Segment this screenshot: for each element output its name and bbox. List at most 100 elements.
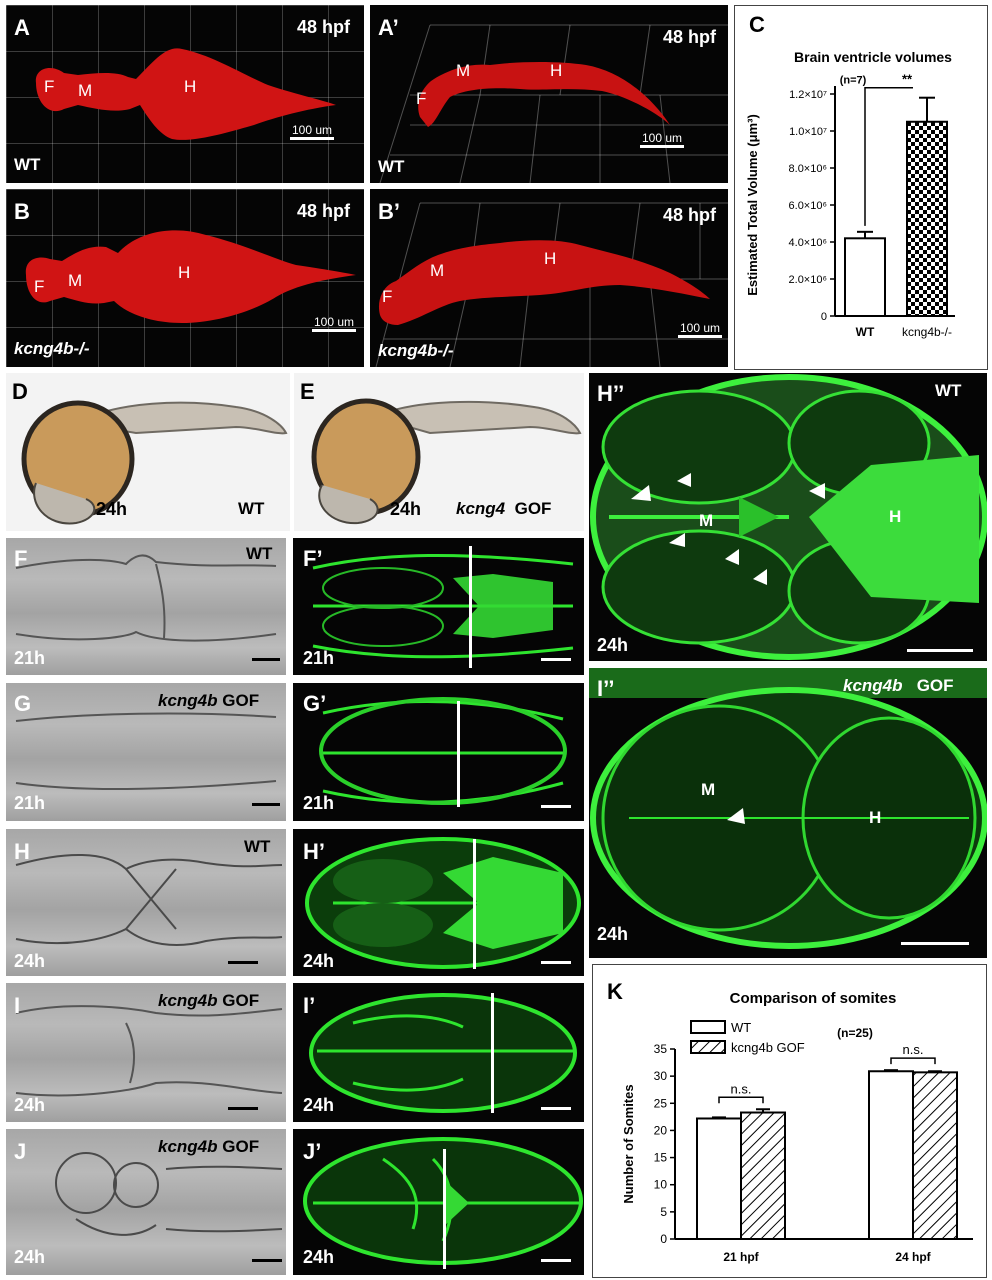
confocal-image [319,697,567,805]
time-label: 24h [597,924,629,944]
panel-g: G kcng4b GOF 21h [6,683,286,821]
condition-text: GOF [222,991,260,1010]
scale-bar [640,145,684,148]
bar-WT [844,237,886,317]
region-f: F [44,77,55,96]
region-h: H [869,808,882,827]
genotype-label: kcng4b-/- [378,341,454,360]
region-m: M [701,780,716,799]
region-h: H [178,263,191,282]
region-m: M [456,61,471,80]
bar-21 hpf-0 [696,1117,742,1240]
panel-label: I [14,993,21,1018]
section-line [473,839,476,969]
genotype-label: WT [378,157,405,176]
panel-label: I’ [303,993,316,1018]
region-m: M [699,511,714,530]
gene-name: kcng4b [843,676,903,695]
time-label: 21h [14,648,46,668]
legend-label: kcng4b GOF [731,1040,805,1055]
scale-bar [228,961,258,964]
condition-label: WT [238,499,265,518]
legend-swatch [690,1020,726,1034]
legend-label: WT [731,1020,751,1035]
condition-label: kcng4 GOF [456,499,551,519]
scale-bar-text: 100 um [314,315,355,329]
region-h: H [544,249,557,268]
region-f: F [34,277,45,296]
n-note: (n=7) [840,75,867,87]
y-tick-label: 5 [660,1205,667,1219]
chart-c-svg: Brain ventricle volumes 0 2.0×10⁶ 4.0×10⁶ 6.… [745,49,955,339]
x-tick-label: 21 hpf [723,1250,759,1264]
scale-bar [252,658,280,661]
dic-image [15,554,277,642]
y-tick-label: 15 [654,1151,668,1165]
time-label: 48 hpf [296,201,350,221]
scale-bar [901,942,969,945]
panel-d: D 24h WT [6,373,290,531]
panel-c: Brain ventricle volumes 0 2.0×10⁶ 4.0×10⁶ 6.… [734,5,988,370]
ventricle-surface-b [25,230,356,323]
section-line [443,1149,446,1269]
n-note: (n=25) [837,1026,873,1040]
confocal-image [589,668,987,949]
time-label: 24h [303,1095,335,1115]
y-tick-label: 1.0×10⁷ [789,126,827,138]
scale-bar-text: 100 um [680,321,721,335]
time-label: 21h [303,648,335,668]
time-label: 24h [14,951,46,971]
y-tick-label: 35 [654,1042,668,1056]
panel-label: G [14,691,32,716]
embryo-gof [311,398,582,525]
y-tick-label: 4.0×10⁶ [789,237,827,249]
panel-label: A’ [378,15,399,40]
panel-j-prime: J’ 24h [293,1129,584,1275]
x-tick-label: 24 hpf [895,1250,931,1264]
panel-a: A 48 hpf WT F M H 100 um [6,5,364,183]
condition-label: WT [246,544,273,563]
region-m: M [68,271,83,290]
y-tick-label: 25 [654,1096,668,1110]
panel-i: I kcng4b GOF 24h [6,983,286,1122]
y-tick-label: 0 [821,311,827,323]
panel-label: F [14,546,28,571]
time-label: 24h [390,499,422,519]
condition-label: kcng4b GOF [158,1137,259,1157]
time-label: 24h [303,951,335,971]
confocal-image [309,993,577,1113]
ventricle-surface-a-prime [418,62,670,127]
section-line [491,993,494,1113]
scale-bar [290,137,334,140]
confocal-image [590,374,987,660]
scale-bar [541,961,571,964]
condition-label: WT [244,837,271,856]
y-tick-label: 0 [660,1232,667,1246]
panel-f: F WT 21h [6,538,286,675]
section-line [469,546,472,668]
bar-kcng4b-/- [906,120,948,317]
panel-h: H WT 24h [6,829,286,976]
condition-text: GOF [222,691,260,710]
confocal-image [303,1137,583,1265]
panel-i-double-prime: I’’ kcng4b GOF M H 24h [589,668,987,958]
dic-image [15,853,283,946]
y-tick-label: 6.0×10⁶ [789,200,827,212]
scale-bar-text: 100 um [642,131,683,145]
scale-bar [541,1107,571,1110]
dic-image [15,1005,283,1097]
panel-h-prime: H’ 24h [293,829,584,976]
condition-label: kcng4b GOF [843,676,954,696]
time-label: 48 hpf [296,17,350,37]
chart-k-svg: Comparison of somites 0 5 10 15 20 25 30 35 Numbe… [621,990,973,1264]
y-tick-label: 30 [654,1069,668,1083]
panel-a-prime: A’ 48 hpf WT F M H 100 um [370,5,728,183]
legend-swatch [690,1040,726,1054]
region-m: M [78,81,93,100]
panel-label: I’’ [597,676,615,701]
gene-name: kcng4b [158,691,218,710]
bar-24 hpf-0 [868,1070,914,1240]
gene-name: kcng4b [158,1137,218,1156]
panel-label: E [300,379,315,404]
x-tick-label: WT [856,325,875,339]
